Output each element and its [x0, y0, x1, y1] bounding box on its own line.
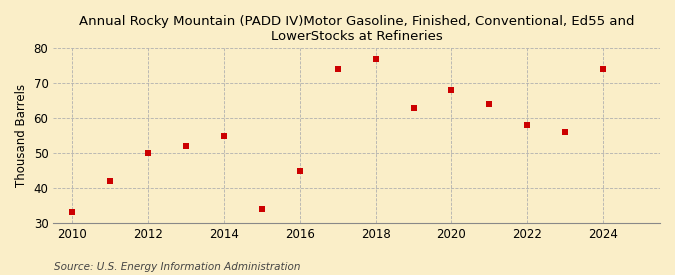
Point [408, 106, 419, 110]
Point [181, 144, 192, 148]
Point [598, 67, 609, 72]
Point [142, 151, 153, 155]
Point [332, 67, 343, 72]
Point [67, 210, 78, 214]
Text: Source: U.S. Energy Information Administration: Source: U.S. Energy Information Administ… [54, 262, 300, 272]
Point [560, 130, 570, 134]
Title: Annual Rocky Mountain (PADD IV)Motor Gasoline, Finished, Conventional, Ed55 and
: Annual Rocky Mountain (PADD IV)Motor Gas… [79, 15, 634, 43]
Point [370, 57, 381, 61]
Point [522, 123, 533, 127]
Point [446, 88, 457, 92]
Point [484, 102, 495, 106]
Point [219, 133, 230, 138]
Point [256, 207, 267, 211]
Y-axis label: Thousand Barrels: Thousand Barrels [15, 84, 28, 187]
Point [105, 179, 115, 183]
Point [294, 168, 305, 173]
